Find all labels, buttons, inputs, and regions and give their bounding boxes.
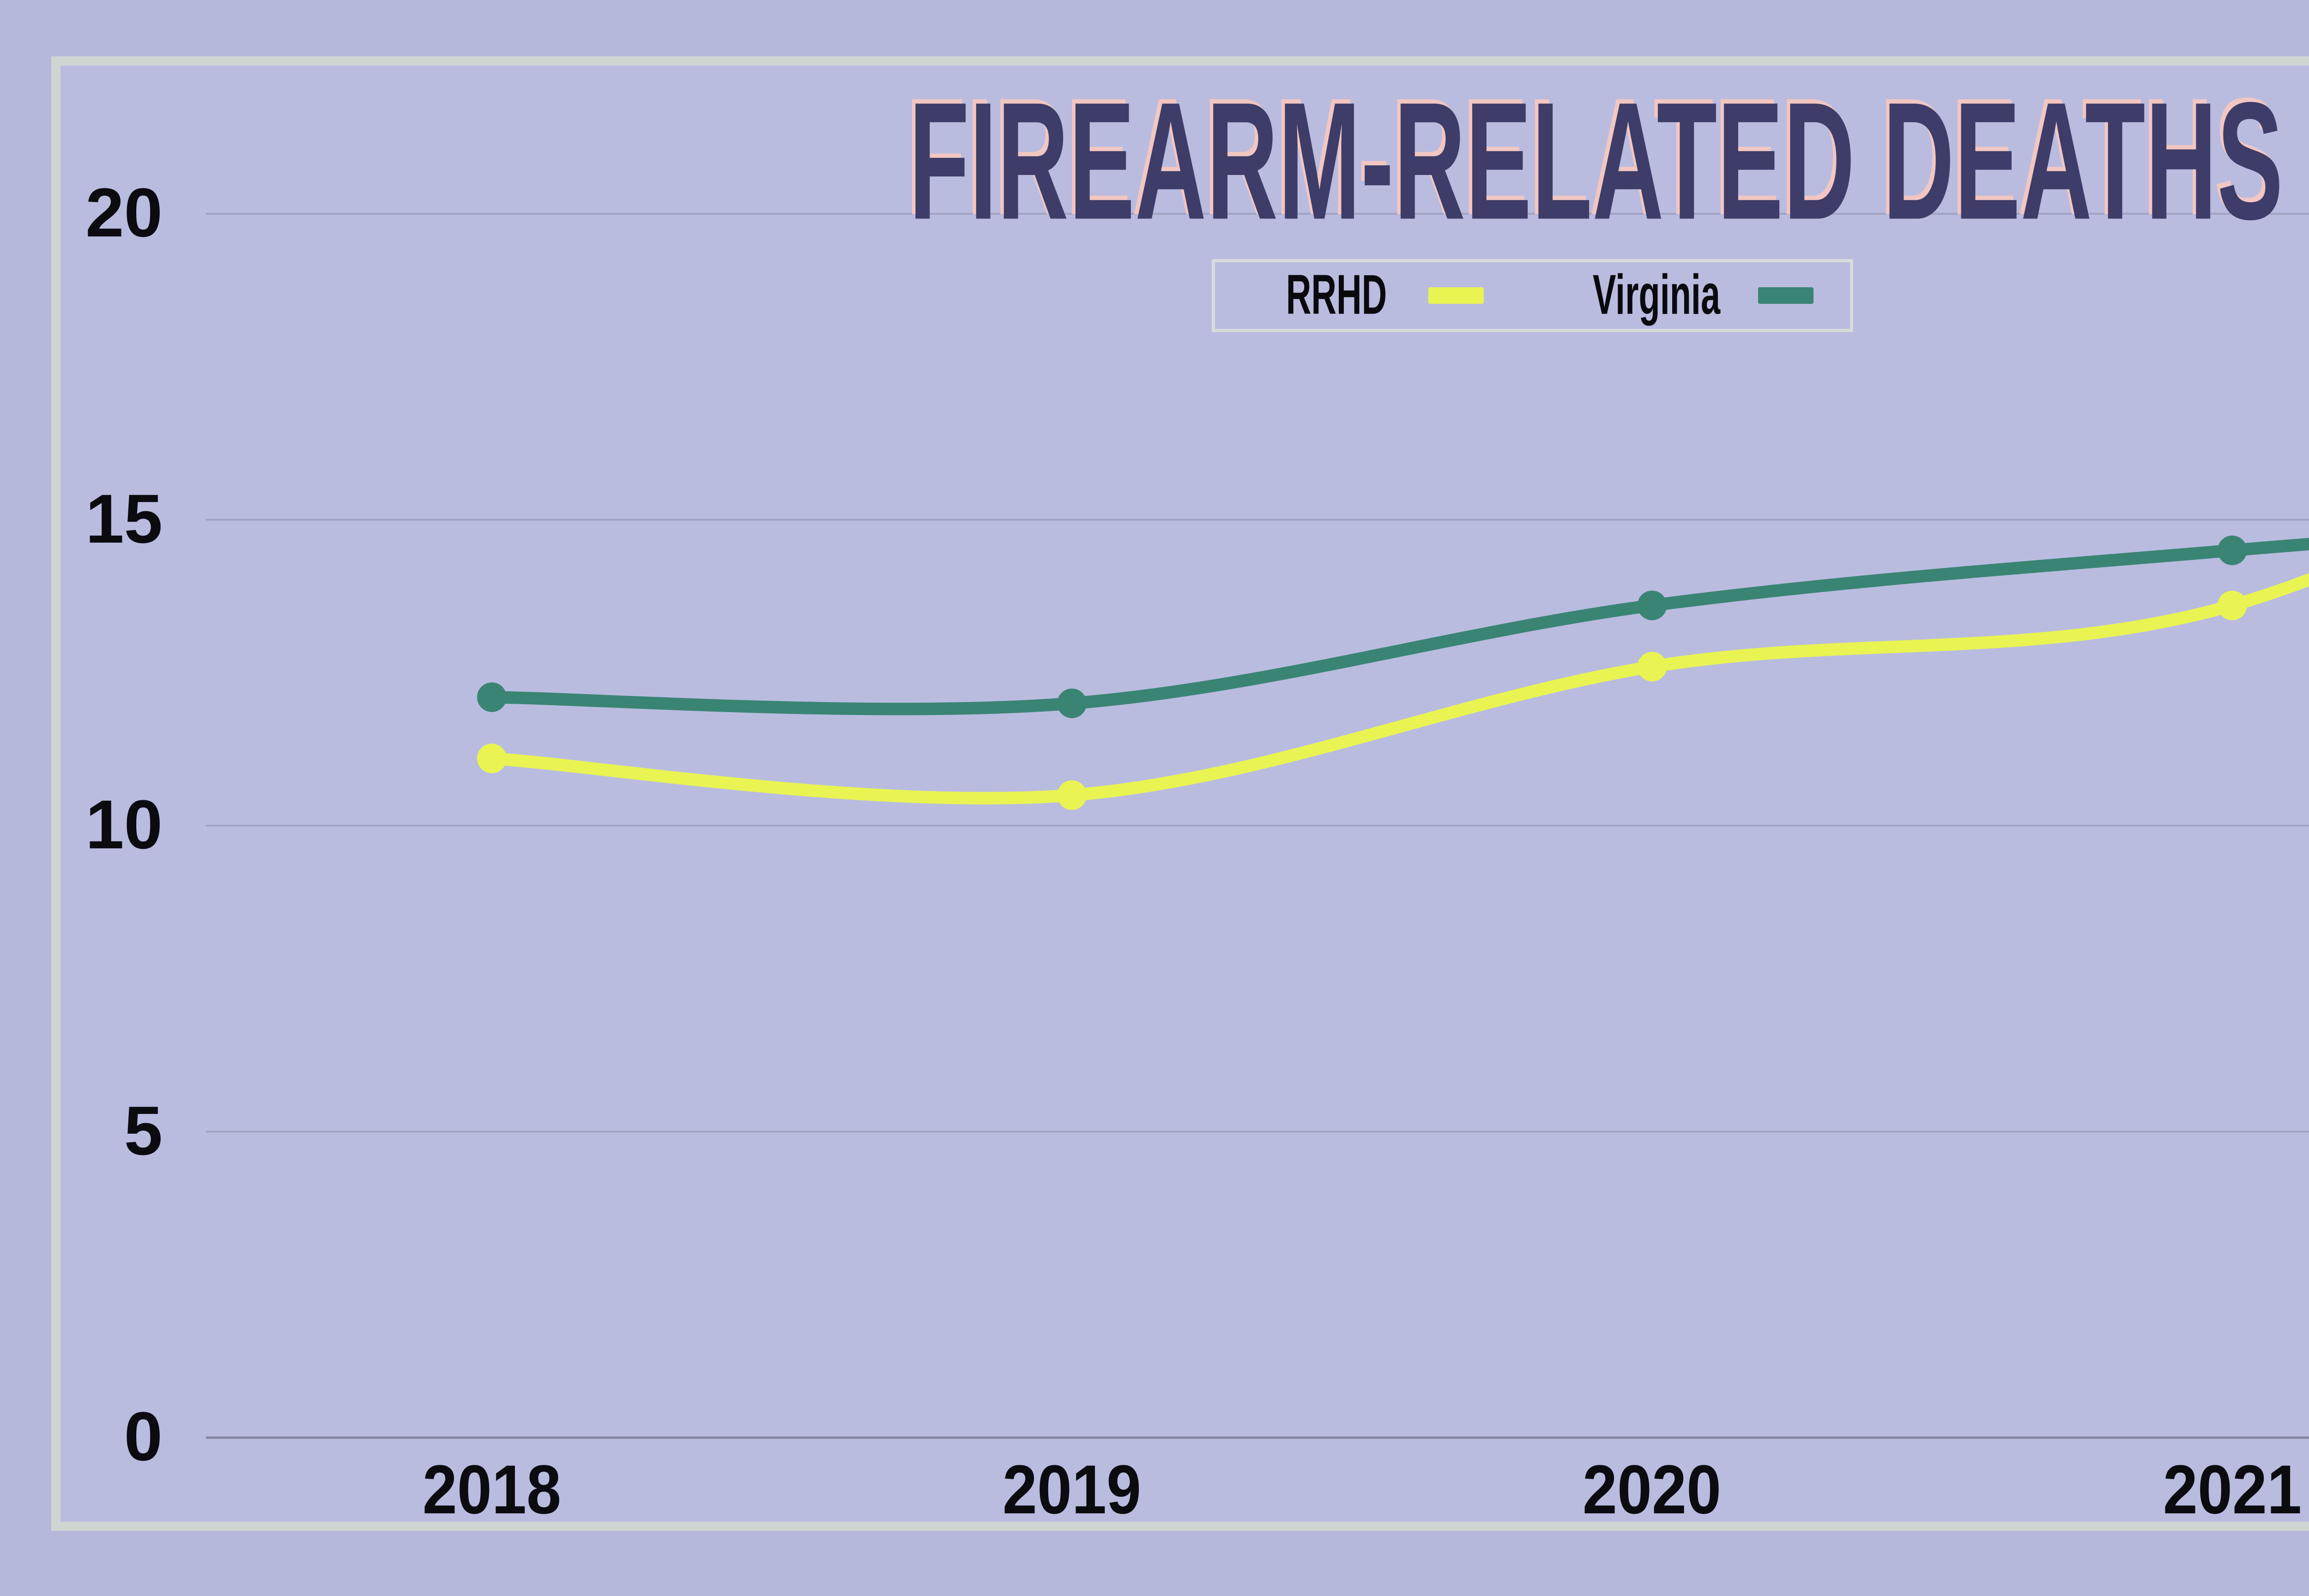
y-axis-tick-5: 5 <box>124 1092 163 1169</box>
legend-swatch-virginia <box>1758 287 1813 304</box>
chart-title: FIREARM-RELATED DEATHS <box>908 68 2284 255</box>
x-axis-tick-2020: 2020 <box>1582 1451 1722 1528</box>
x-axis-tick-2021: 2021 <box>2163 1451 2302 1528</box>
y-axis-tick-10: 10 <box>85 786 163 863</box>
chart-title-container: FIREARM-RELATED DEATHS <box>0 78 2309 245</box>
chart-point-virginia-2018 <box>477 682 507 712</box>
y-axis-tick-20: 20 <box>85 174 163 251</box>
chart-point-rrhd-2020 <box>1637 652 1667 682</box>
legend-swatch-rrhd <box>1428 287 1484 304</box>
y-axis-tick-15: 15 <box>85 480 163 557</box>
legend-box: RRHD Virginia <box>1212 259 1853 332</box>
chart-point-rrhd-2019 <box>1057 780 1087 810</box>
legend-label-rrhd: RRHD <box>1286 263 1387 326</box>
chart-point-rrhd-2021 <box>2217 591 2247 620</box>
x-axis-tick-2019: 2019 <box>1002 1451 1142 1528</box>
chart-point-virginia-2021 <box>2217 535 2247 565</box>
chart-point-virginia-2019 <box>1057 689 1087 718</box>
chart-point-rrhd-2018 <box>477 744 507 774</box>
legend-label-virginia: Virginia <box>1592 263 1721 326</box>
y-axis-tick-0: 0 <box>124 1397 163 1475</box>
chart-frame <box>51 56 2309 1531</box>
chart-line-virginia <box>485 538 2309 715</box>
x-axis-tick-2018: 2018 <box>422 1451 562 1528</box>
chart-point-virginia-2020 <box>1637 591 1667 620</box>
